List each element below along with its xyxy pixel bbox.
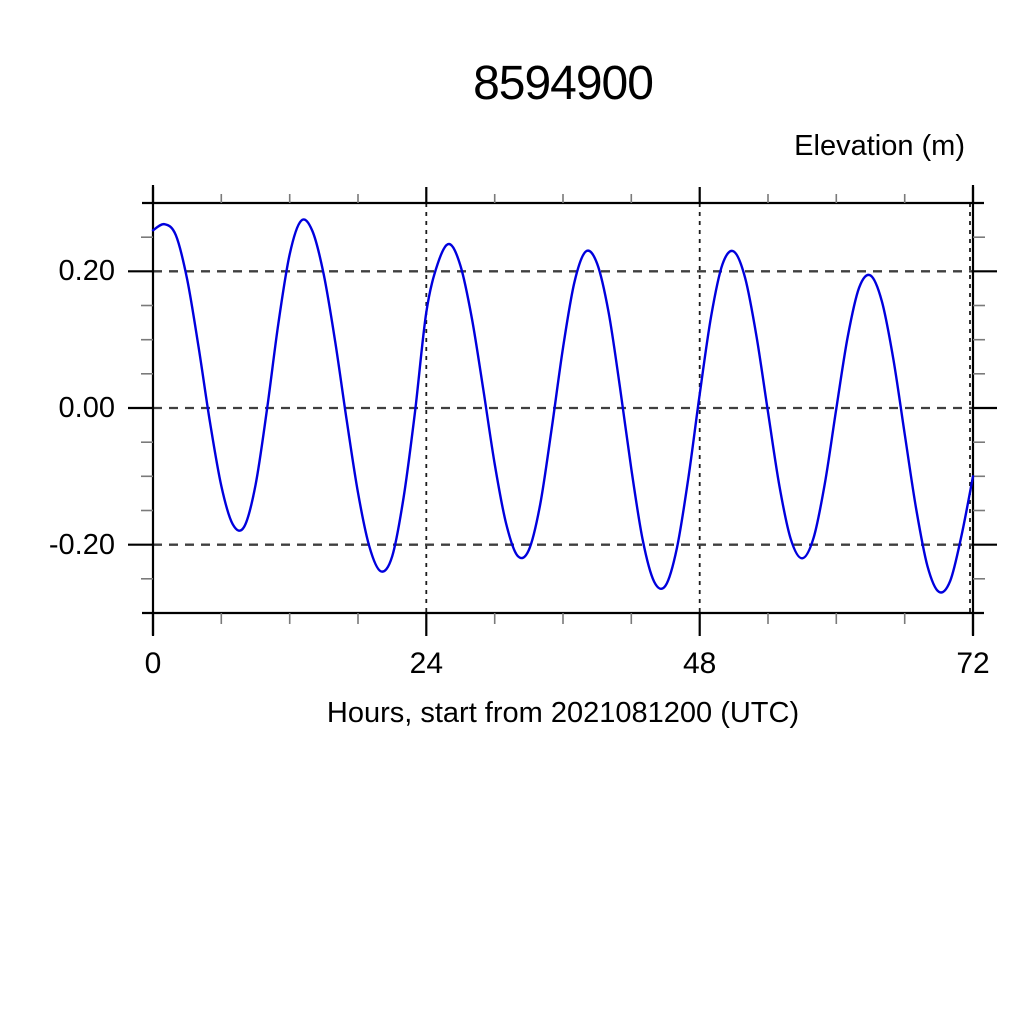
chart-title: 8594900 <box>473 57 654 110</box>
x-tick-label: 72 <box>956 647 990 680</box>
elevation-curve <box>151 218 975 594</box>
axis-ticks <box>128 187 997 636</box>
x-axis-label: Hours, start from 2021081200 (UTC) <box>326 697 800 729</box>
x-tick-label: 48 <box>682 647 717 680</box>
y-tick-label: 0.20 <box>58 255 115 288</box>
y-tick-label: -0.20 <box>48 528 115 561</box>
y-tick-label: 0.00 <box>58 392 115 424</box>
plot-frame <box>142 185 984 635</box>
x-tick-label: 0 <box>144 647 162 680</box>
gridlines <box>153 203 973 613</box>
x-tick-label: 24 <box>409 647 444 680</box>
y-axis-title: Elevation (m) <box>794 130 965 162</box>
